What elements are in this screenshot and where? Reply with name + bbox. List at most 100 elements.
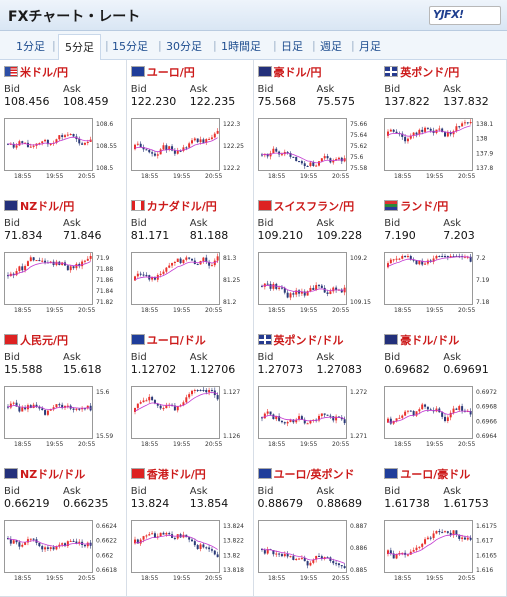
tab-15min[interactable]: 15分足	[112, 40, 148, 53]
x-tick-label: 20:55	[458, 575, 475, 582]
mini-candlestick-chart[interactable]: 1.6175 1.617 1.6165 1.616 18:55 19:55 20:55	[384, 520, 504, 582]
candle-body	[49, 143, 52, 145]
y-tick-label: 0.6964	[476, 433, 497, 440]
pair-title-link[interactable]: NZドル/円	[4, 198, 74, 214]
candle-body	[24, 266, 27, 271]
candle-body	[401, 133, 404, 137]
mini-candlestick-chart[interactable]: 138.1 138 137.9 137.8 18:55 19:55 20:55	[384, 118, 504, 180]
candle-body	[190, 258, 193, 261]
mini-candlestick-chart[interactable]: 108.6 108.55 108.5 18:55 19:55 20:55	[4, 118, 124, 180]
candle-body	[392, 129, 395, 132]
mini-candlestick-chart[interactable]: 75.66 75.64 75.62 75.6 75.58 18:55 19:55 20:55	[257, 118, 378, 180]
candle-body	[291, 556, 294, 560]
candle-body	[61, 404, 64, 408]
tab-separator: |	[105, 39, 109, 52]
tab-daily[interactable]: 日足	[281, 40, 303, 53]
candle-body	[266, 411, 269, 414]
ask-value: 1.12706	[189, 363, 236, 376]
x-tick-label: 19:55	[46, 575, 63, 582]
pair-title-link[interactable]: カナダドル/円	[130, 198, 217, 214]
tab-monthly[interactable]: 月足	[359, 40, 381, 53]
y-tick-label: 138.1	[476, 121, 493, 128]
pair-title-link[interactable]: スイスフラン/円	[257, 198, 354, 214]
candle-body	[38, 260, 41, 262]
pair-title-link[interactable]: 豪ドル/ドル	[384, 332, 459, 348]
tab-weekly[interactable]: 週足	[320, 40, 342, 53]
candle-body	[202, 390, 205, 391]
candle-body	[49, 409, 52, 411]
mini-candlestick-chart[interactable]: 0.887 0.886 0.885 18:55 19:55 20:55	[257, 520, 378, 582]
candle-body	[202, 544, 205, 548]
candle-body	[44, 410, 47, 415]
pair-title-link[interactable]: ユーロ/円	[130, 64, 195, 80]
candle-body	[207, 547, 210, 550]
mini-candlestick-chart[interactable]: 7.2 7.19 7.18 18:55 19:55 20:55	[384, 252, 504, 314]
mini-candlestick-chart[interactable]: 0.6624 0.6622 0.662 0.6618 18:55 19:55 20:55	[4, 520, 124, 582]
pair-title-link[interactable]: 英ポンド/円	[384, 64, 459, 80]
candle-body	[441, 532, 444, 534]
candle-body	[38, 143, 41, 145]
mini-candlestick-chart[interactable]: 0.6972 0.6968 0.6966 0.6964 18:55 19:55 20:55	[384, 386, 504, 448]
candle-body	[430, 409, 432, 411]
mini-candlestick-chart[interactable]: 81.3 81.25 81.2 18:55 19:55 20:55	[130, 252, 251, 314]
candle-body	[326, 414, 329, 416]
candle-body	[9, 539, 12, 544]
candle-body	[392, 259, 395, 261]
candle-body	[326, 557, 329, 559]
mini-candlestick-chart[interactable]: 13.824 13.822 13.82 13.818 18:55 19:55 20:55	[130, 520, 251, 582]
candle-body	[193, 541, 196, 546]
pair-title-link[interactable]: ランド/円	[384, 198, 448, 214]
candle-body	[83, 544, 86, 547]
pair-title-link[interactable]: ユーロ/英ポンド	[257, 466, 355, 482]
pair-title-link[interactable]: 香港ドル/円	[130, 466, 206, 482]
candle-body	[9, 403, 12, 408]
candle-body	[205, 139, 207, 143]
moving-average-line	[261, 548, 345, 564]
mini-candlestick-chart[interactable]: 1.272 1.271 18:55 19:55 20:55	[257, 386, 378, 448]
mini-candlestick-chart[interactable]: 109.2 109.15 18:55 19:55 20:55	[257, 252, 378, 314]
candle-body	[303, 163, 306, 166]
chart-frame	[257, 386, 347, 439]
pair-title-link[interactable]: 米ドル/円	[4, 64, 68, 80]
bid-label: Bid	[384, 84, 401, 95]
candle-body	[430, 128, 432, 131]
mini-candlestick-chart[interactable]: 1.127 1.126 18:55 19:55 20:55	[130, 386, 251, 448]
candle-body	[277, 287, 280, 289]
candle-body	[317, 161, 320, 166]
moving-average-line	[8, 136, 91, 146]
x-tick-label: 20:55	[78, 307, 95, 314]
candle-body	[340, 417, 343, 420]
tab-5min[interactable]: 5分足	[58, 34, 101, 63]
mini-candlestick-chart[interactable]: 71.9 71.88 71.86 71.84 71.82 18:55 19:55 20:55	[4, 252, 124, 314]
candle-body	[323, 156, 326, 159]
candle-body	[46, 547, 49, 549]
pair-title-link[interactable]: NZドル/ドル	[4, 466, 85, 482]
candle-body	[458, 126, 461, 128]
chart-frame	[384, 386, 474, 439]
tab-separator: |	[52, 39, 56, 52]
tab-30min[interactable]: 30分足	[166, 40, 202, 53]
tab-1hour[interactable]: 1時間足	[221, 40, 261, 53]
yjfx-logo[interactable]: YJFX!	[429, 6, 501, 25]
pair-name: ユーロ/円	[146, 66, 195, 79]
x-tick-label: 20:55	[205, 441, 222, 448]
candle-body	[72, 266, 75, 269]
candle-body	[458, 534, 461, 539]
pair-title-link[interactable]: 豪ドル/円	[257, 64, 322, 80]
candle-body	[286, 292, 289, 298]
mini-candlestick-chart[interactable]: 15.6 15.59 18:55 19:55 20:55	[4, 386, 124, 448]
tab-1min[interactable]: 1分足	[16, 40, 45, 53]
candle-body	[32, 538, 35, 540]
candle-body	[187, 257, 190, 259]
pair-title-link[interactable]: ユーロ/ドル	[130, 332, 206, 348]
candle-body	[274, 553, 277, 555]
candle-body	[438, 256, 441, 257]
pair-title-link[interactable]: ユーロ/豪ドル	[384, 466, 470, 482]
chart-canvas: 71.9 71.88 71.86 71.84 71.82 18:55 19:55 20:55	[4, 252, 113, 314]
candle-body	[210, 137, 213, 139]
mini-candlestick-chart[interactable]: 122.3 122.25 122.2 18:55 19:55 20:55	[130, 118, 251, 180]
candle-body	[269, 411, 272, 415]
pair-title-link[interactable]: 英ポンド/ドル	[257, 332, 344, 348]
candle-body	[55, 404, 58, 408]
pair-title-link[interactable]: 人民元/円	[4, 332, 68, 348]
